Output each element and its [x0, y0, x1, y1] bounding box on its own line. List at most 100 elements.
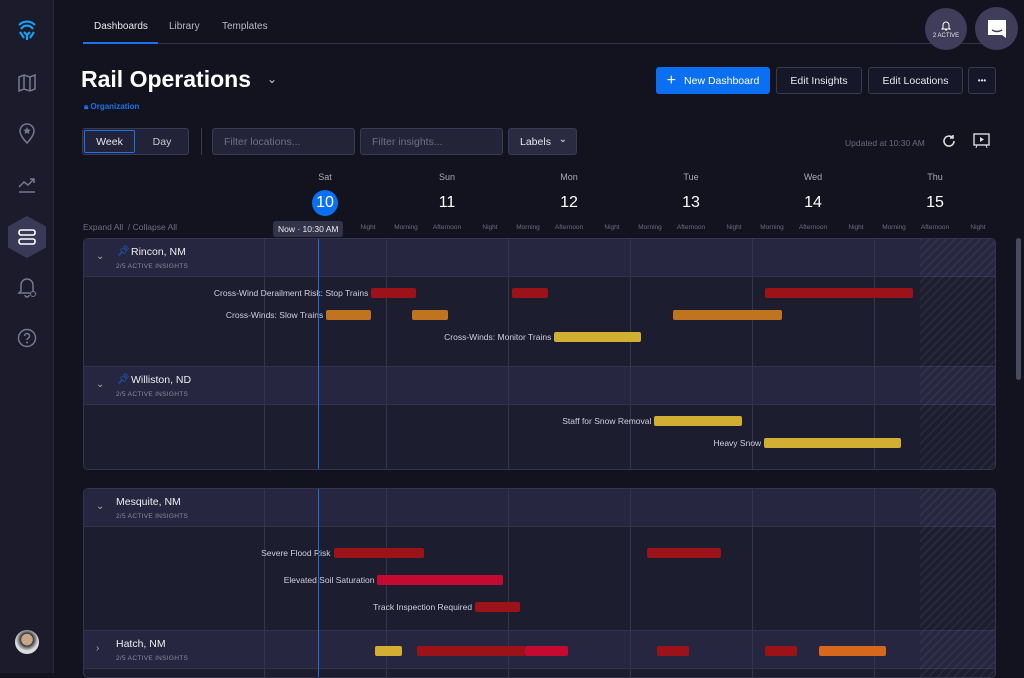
- insight-label: Heavy Snow: [713, 438, 762, 448]
- insight-bar[interactable]: [765, 288, 914, 298]
- expand-all-link[interactable]: Expand All: [83, 222, 124, 232]
- time-of-day-label: Morning: [760, 224, 784, 231]
- location-pin-icon[interactable]: [12, 118, 42, 148]
- active-insights-count: 2/5 ACTIVE INSIGHTS: [116, 263, 189, 270]
- time-of-day-label: Morning: [882, 224, 906, 231]
- time-of-day-label: Afternoon: [920, 224, 950, 231]
- insight-bar[interactable]: [375, 646, 402, 656]
- help-icon[interactable]: [12, 323, 42, 353]
- tab-library[interactable]: Library: [169, 21, 200, 32]
- pin-icon: 📌︎: [117, 374, 130, 385]
- chevron-down-icon[interactable]: ⌄: [96, 379, 105, 390]
- more-options-button[interactable]: •••: [968, 67, 996, 94]
- time-of-day-label: Afternoon: [432, 224, 462, 231]
- insight-bar[interactable]: [326, 310, 372, 320]
- location-group-panel: ⌄ 📌︎ Rincon, NM 2/5 ACTIVE INSIGHTS ⌄ 📌︎ Willi…: [83, 238, 996, 470]
- view-toggle: Week Day: [82, 128, 189, 155]
- scrollbar[interactable]: [1016, 238, 1021, 380]
- time-of-day-label: Night: [848, 224, 864, 231]
- insight-bar[interactable]: [416, 646, 526, 656]
- tab-dashboards[interactable]: Dashboards: [94, 21, 148, 32]
- bell-icon: [941, 21, 951, 30]
- map-icon[interactable]: [12, 68, 42, 98]
- divider: [201, 128, 202, 155]
- day-number[interactable]: 13: [682, 194, 700, 211]
- sidebar: [0, 0, 54, 673]
- insight-bar[interactable]: [647, 548, 722, 558]
- time-of-day-label: Night: [726, 224, 742, 231]
- user-avatar[interactable]: [15, 630, 39, 654]
- visibility-label[interactable]: 🔒︎ Organization: [84, 102, 139, 112]
- time-of-day-label: Afternoon: [798, 224, 828, 231]
- insight-bar[interactable]: [765, 646, 798, 656]
- day-name: Wed: [803, 172, 823, 182]
- edit-insights-button[interactable]: Edit Insights: [776, 67, 862, 94]
- location-name: Mesquite, NM: [116, 496, 181, 508]
- chat-button[interactable]: [975, 7, 1018, 50]
- chevron-right-icon[interactable]: ›: [96, 643, 100, 654]
- insight-bar[interactable]: [511, 288, 549, 298]
- location-header[interactable]: ⌄ Mesquite, NM 2/5 ACTIVE INSIGHTS: [84, 489, 995, 527]
- collapse-all-link[interactable]: / Collapse All: [127, 222, 178, 232]
- time-of-day-label: Morning: [394, 224, 418, 231]
- insight-bar[interactable]: [377, 575, 504, 585]
- insight-bar[interactable]: [554, 332, 641, 342]
- insight-bar[interactable]: [333, 548, 424, 558]
- location-header[interactable]: ⌄ 📌︎ Rincon, NM 2/5 ACTIVE INSIGHTS: [84, 239, 995, 277]
- insight-label: Cross-Wind Derailment Risk: Stop Trains: [213, 288, 369, 298]
- week-button[interactable]: Week: [84, 130, 135, 153]
- insight-bar[interactable]: [656, 646, 689, 656]
- day-gridline: [386, 239, 387, 469]
- day-button[interactable]: Day: [152, 135, 172, 148]
- new-dashboard-button[interactable]: + New Dashboard: [656, 67, 770, 94]
- forecast-unavailable-region: [920, 239, 995, 469]
- insight-bar[interactable]: [764, 438, 901, 448]
- day-number[interactable]: 10: [312, 190, 338, 216]
- insight-bar[interactable]: [672, 310, 783, 320]
- insight-bar[interactable]: [371, 288, 417, 298]
- day-name: Mon: [560, 172, 578, 182]
- location-name: Rincon, NM: [131, 246, 186, 258]
- trend-icon[interactable]: [12, 170, 42, 200]
- insight-bar[interactable]: [475, 602, 521, 612]
- presentation-icon[interactable]: [973, 133, 990, 149]
- insight-label: Cross-Winds: Monitor Trains: [444, 332, 552, 342]
- title-dropdown-chevron-icon[interactable]: ⌄: [267, 72, 278, 86]
- chevron-down-icon[interactable]: ⌄: [96, 501, 105, 512]
- alert-settings-icon[interactable]: [12, 272, 42, 302]
- day-number[interactable]: 15: [926, 194, 944, 211]
- day-gridline: [508, 239, 509, 469]
- insight-label: Severe Flood Risk: [261, 548, 331, 558]
- time-of-day-label: Morning: [638, 224, 662, 231]
- refresh-icon[interactable]: [942, 134, 956, 148]
- insight-label: Track Inspection Required: [373, 602, 473, 612]
- labels-dropdown[interactable]: Labels ⌄: [508, 128, 577, 155]
- logo-icon[interactable]: [12, 16, 42, 46]
- tab-templates[interactable]: Templates: [222, 21, 268, 32]
- day-name: Tue: [683, 172, 699, 182]
- chevron-down-icon: ⌄: [558, 134, 567, 145]
- location-name: Hatch, NM: [116, 638, 166, 650]
- day-gridline: [874, 239, 875, 469]
- timeline-icon[interactable]: [12, 222, 42, 252]
- chevron-down-icon[interactable]: ⌄: [96, 251, 105, 262]
- edit-locations-button[interactable]: Edit Locations: [868, 67, 963, 94]
- forecast-unavailable-region: [920, 489, 995, 677]
- insight-bar[interactable]: [525, 646, 568, 656]
- insight-bar[interactable]: [411, 310, 449, 320]
- insight-bar[interactable]: [654, 416, 743, 426]
- chat-icon: [987, 19, 1006, 38]
- insight-bar[interactable]: [819, 646, 887, 656]
- day-number[interactable]: 14: [804, 194, 822, 211]
- location-group-panel: ⌄ Mesquite, NM 2/5 ACTIVE INSIGHTS › Hatch, …: [83, 488, 996, 678]
- time-of-day-label: Morning: [516, 224, 540, 231]
- filter-locations-input[interactable]: Filter locations...: [212, 128, 355, 155]
- active-tab-indicator: [83, 42, 158, 44]
- location-header[interactable]: ⌄ 📌︎ Williston, ND 2/5 ACTIVE INSIGHTS: [84, 366, 995, 405]
- day-gridline: [752, 239, 753, 469]
- filter-insights-input[interactable]: Filter insights...: [360, 128, 503, 155]
- now-line: [317, 239, 319, 469]
- notifications-button[interactable]: 2 ACTIVE: [925, 8, 967, 50]
- day-number[interactable]: 11: [438, 194, 456, 211]
- day-number[interactable]: 12: [560, 194, 578, 211]
